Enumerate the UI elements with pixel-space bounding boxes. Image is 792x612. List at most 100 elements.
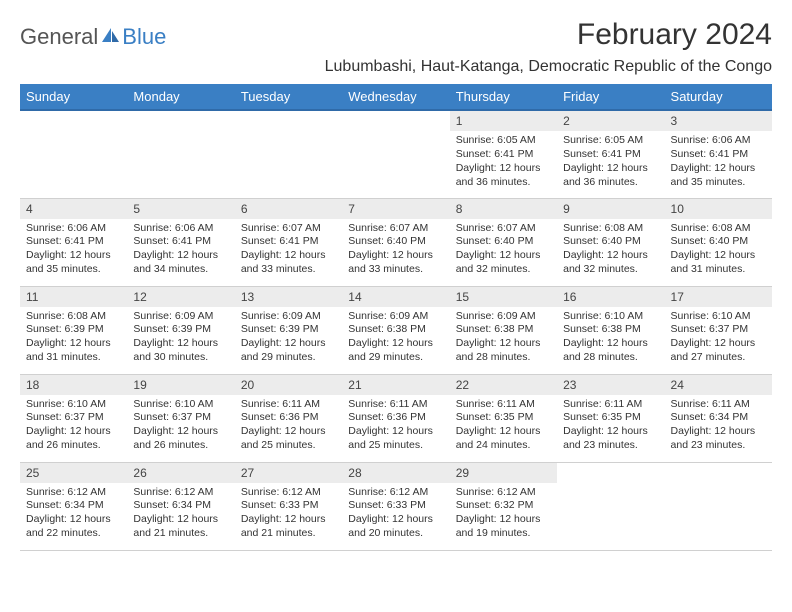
daylight-text: Daylight: 12 hours and 24 minutes.: [456, 425, 551, 453]
sunrise-text: Sunrise: 6:10 AM: [671, 310, 766, 324]
day-body: Sunrise: 6:09 AMSunset: 6:39 PMDaylight:…: [127, 307, 234, 369]
daylight-text: Daylight: 12 hours and 19 minutes.: [456, 513, 551, 541]
sunrise-text: Sunrise: 6:06 AM: [26, 222, 121, 236]
logo-sail-icon: [100, 26, 122, 49]
day-number: 20: [235, 375, 342, 395]
daylight-text: Daylight: 12 hours and 29 minutes.: [241, 337, 336, 365]
sunrise-text: Sunrise: 6:11 AM: [456, 398, 551, 412]
daylight-text: Daylight: 12 hours and 26 minutes.: [26, 425, 121, 453]
sunset-text: Sunset: 6:35 PM: [456, 411, 551, 425]
sunset-text: Sunset: 6:40 PM: [671, 235, 766, 249]
calendar-cell: 18Sunrise: 6:10 AMSunset: 6:37 PMDayligh…: [20, 374, 127, 462]
calendar-cell: 3Sunrise: 6:06 AMSunset: 6:41 PMDaylight…: [665, 110, 772, 198]
sunset-text: Sunset: 6:34 PM: [26, 499, 121, 513]
sunrise-text: Sunrise: 6:09 AM: [241, 310, 336, 324]
day-number: 12: [127, 287, 234, 307]
day-number: 3: [665, 111, 772, 131]
weekday-header: Thursday: [450, 84, 557, 110]
daylight-text: Daylight: 12 hours and 31 minutes.: [26, 337, 121, 365]
day-body: Sunrise: 6:07 AMSunset: 6:40 PMDaylight:…: [342, 219, 449, 281]
daylight-text: Daylight: 12 hours and 31 minutes.: [671, 249, 766, 277]
calendar-cell: 8Sunrise: 6:07 AMSunset: 6:40 PMDaylight…: [450, 198, 557, 286]
day-body: Sunrise: 6:09 AMSunset: 6:39 PMDaylight:…: [235, 307, 342, 369]
calendar-cell: 25Sunrise: 6:12 AMSunset: 6:34 PMDayligh…: [20, 462, 127, 550]
sunset-text: Sunset: 6:35 PM: [563, 411, 658, 425]
sunset-text: Sunset: 6:38 PM: [563, 323, 658, 337]
sunrise-text: Sunrise: 6:08 AM: [671, 222, 766, 236]
calendar-cell: [127, 110, 234, 198]
sunrise-text: Sunrise: 6:11 AM: [241, 398, 336, 412]
sunrise-text: Sunrise: 6:08 AM: [563, 222, 658, 236]
header: General Blue February 2024 Lubumbashi, H…: [20, 18, 772, 76]
sunset-text: Sunset: 6:41 PM: [456, 148, 551, 162]
day-body: Sunrise: 6:07 AMSunset: 6:41 PMDaylight:…: [235, 219, 342, 281]
calendar-table: Sunday Monday Tuesday Wednesday Thursday…: [20, 84, 772, 551]
sunrise-text: Sunrise: 6:07 AM: [348, 222, 443, 236]
calendar-cell: [235, 110, 342, 198]
sunset-text: Sunset: 6:37 PM: [671, 323, 766, 337]
sunrise-text: Sunrise: 6:09 AM: [133, 310, 228, 324]
day-number: 5: [127, 199, 234, 219]
day-number: 9: [557, 199, 664, 219]
daylight-text: Daylight: 12 hours and 28 minutes.: [456, 337, 551, 365]
daylight-text: Daylight: 12 hours and 32 minutes.: [563, 249, 658, 277]
sunrise-text: Sunrise: 6:10 AM: [26, 398, 121, 412]
calendar-cell: 15Sunrise: 6:09 AMSunset: 6:38 PMDayligh…: [450, 286, 557, 374]
sunset-text: Sunset: 6:33 PM: [348, 499, 443, 513]
calendar-row: 18Sunrise: 6:10 AMSunset: 6:37 PMDayligh…: [20, 374, 772, 462]
daylight-text: Daylight: 12 hours and 20 minutes.: [348, 513, 443, 541]
day-body: Sunrise: 6:12 AMSunset: 6:33 PMDaylight:…: [342, 483, 449, 545]
calendar-cell: 11Sunrise: 6:08 AMSunset: 6:39 PMDayligh…: [20, 286, 127, 374]
sunset-text: Sunset: 6:34 PM: [671, 411, 766, 425]
day-body: Sunrise: 6:07 AMSunset: 6:40 PMDaylight:…: [450, 219, 557, 281]
day-body: Sunrise: 6:10 AMSunset: 6:38 PMDaylight:…: [557, 307, 664, 369]
sunset-text: Sunset: 6:39 PM: [133, 323, 228, 337]
day-number: 29: [450, 463, 557, 483]
location: Lubumbashi, Haut-Katanga, Democratic Rep…: [325, 58, 772, 76]
day-number: 21: [342, 375, 449, 395]
day-body: Sunrise: 6:05 AMSunset: 6:41 PMDaylight:…: [557, 131, 664, 193]
sunset-text: Sunset: 6:33 PM: [241, 499, 336, 513]
sunrise-text: Sunrise: 6:12 AM: [348, 486, 443, 500]
calendar-cell: 26Sunrise: 6:12 AMSunset: 6:34 PMDayligh…: [127, 462, 234, 550]
title-block: February 2024 Lubumbashi, Haut-Katanga, …: [325, 18, 772, 76]
sunrise-text: Sunrise: 6:11 AM: [671, 398, 766, 412]
daylight-text: Daylight: 12 hours and 23 minutes.: [563, 425, 658, 453]
day-number: 19: [127, 375, 234, 395]
day-body: Sunrise: 6:11 AMSunset: 6:35 PMDaylight:…: [450, 395, 557, 457]
sunset-text: Sunset: 6:40 PM: [563, 235, 658, 249]
sunrise-text: Sunrise: 6:06 AM: [671, 134, 766, 148]
sunset-text: Sunset: 6:39 PM: [241, 323, 336, 337]
sunset-text: Sunset: 6:41 PM: [241, 235, 336, 249]
calendar-cell: 24Sunrise: 6:11 AMSunset: 6:34 PMDayligh…: [665, 374, 772, 462]
sunrise-text: Sunrise: 6:07 AM: [241, 222, 336, 236]
day-number: 6: [235, 199, 342, 219]
day-body: Sunrise: 6:12 AMSunset: 6:34 PMDaylight:…: [127, 483, 234, 545]
daylight-text: Daylight: 12 hours and 25 minutes.: [241, 425, 336, 453]
day-number: 26: [127, 463, 234, 483]
calendar-cell: 17Sunrise: 6:10 AMSunset: 6:37 PMDayligh…: [665, 286, 772, 374]
calendar-cell: 27Sunrise: 6:12 AMSunset: 6:33 PMDayligh…: [235, 462, 342, 550]
weekday-header: Wednesday: [342, 84, 449, 110]
day-body: Sunrise: 6:11 AMSunset: 6:36 PMDaylight:…: [342, 395, 449, 457]
day-number: 4: [20, 199, 127, 219]
calendar-cell: 9Sunrise: 6:08 AMSunset: 6:40 PMDaylight…: [557, 198, 664, 286]
day-body: Sunrise: 6:10 AMSunset: 6:37 PMDaylight:…: [665, 307, 772, 369]
sunrise-text: Sunrise: 6:12 AM: [133, 486, 228, 500]
day-body: Sunrise: 6:12 AMSunset: 6:34 PMDaylight:…: [20, 483, 127, 545]
day-body: Sunrise: 6:12 AMSunset: 6:32 PMDaylight:…: [450, 483, 557, 545]
daylight-text: Daylight: 12 hours and 34 minutes.: [133, 249, 228, 277]
sunset-text: Sunset: 6:37 PM: [133, 411, 228, 425]
day-body: Sunrise: 6:08 AMSunset: 6:39 PMDaylight:…: [20, 307, 127, 369]
day-body: Sunrise: 6:10 AMSunset: 6:37 PMDaylight:…: [20, 395, 127, 457]
daylight-text: Daylight: 12 hours and 27 minutes.: [671, 337, 766, 365]
weekday-header: Sunday: [20, 84, 127, 110]
calendar-cell: 5Sunrise: 6:06 AMSunset: 6:41 PMDaylight…: [127, 198, 234, 286]
weekday-header: Friday: [557, 84, 664, 110]
calendar-cell: 20Sunrise: 6:11 AMSunset: 6:36 PMDayligh…: [235, 374, 342, 462]
day-number: 27: [235, 463, 342, 483]
daylight-text: Daylight: 12 hours and 26 minutes.: [133, 425, 228, 453]
daylight-text: Daylight: 12 hours and 33 minutes.: [348, 249, 443, 277]
day-number: 25: [20, 463, 127, 483]
day-body: Sunrise: 6:08 AMSunset: 6:40 PMDaylight:…: [557, 219, 664, 281]
